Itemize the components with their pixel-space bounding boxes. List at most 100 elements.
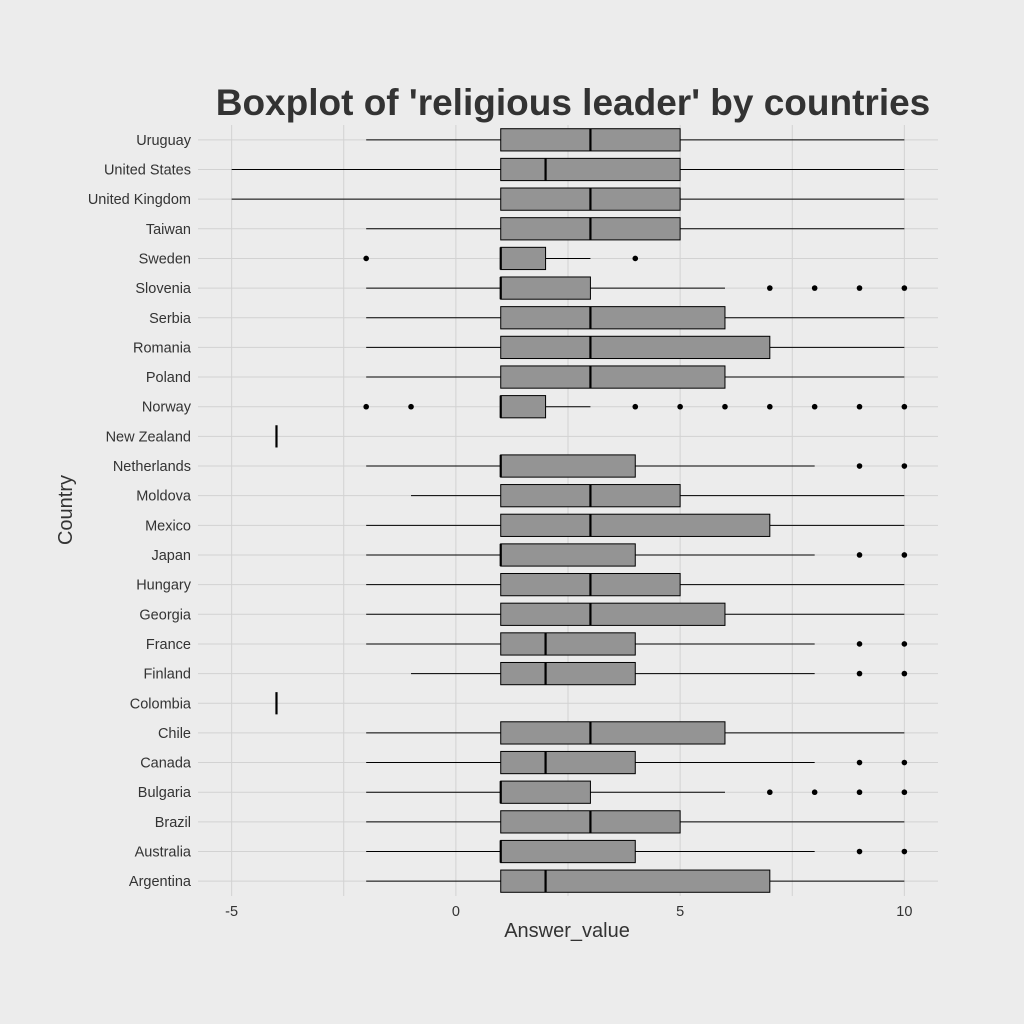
outlier-point: [632, 255, 639, 262]
outlier-point: [901, 670, 908, 677]
box-group: [366, 276, 908, 300]
y-tick-label: Bulgaria: [138, 785, 192, 801]
outlier-point: [363, 255, 369, 262]
outlier-point: [856, 789, 863, 796]
box-iqr: [500, 335, 771, 360]
box-group: [366, 128, 905, 152]
outlier-point: [901, 403, 908, 410]
outlier-point: [901, 759, 908, 766]
outlier-point: [856, 552, 863, 558]
outlier-point: [632, 403, 639, 410]
y-tick-label: Brazil: [155, 815, 191, 831]
outlier-point: [901, 641, 908, 647]
outlier-point: [901, 789, 908, 796]
box-iqr: [500, 721, 726, 745]
box-group: [231, 157, 905, 182]
box-iqr: [500, 869, 771, 893]
outlier-point: [408, 403, 414, 410]
box-group: [366, 335, 905, 360]
chart-title: Boxplot of 'religious leader' by countri…: [216, 82, 931, 123]
y-tick-label: Taiwan: [146, 222, 191, 238]
y-tick-label: Finland: [143, 667, 191, 683]
box-group: [366, 365, 905, 389]
boxes: [231, 128, 908, 893]
x-tick-label: 5: [676, 904, 684, 920]
gridlines: [198, 125, 938, 896]
box-group: [366, 721, 905, 745]
box-group: [366, 543, 908, 567]
outlier-point: [767, 789, 773, 796]
box-group: [411, 484, 905, 508]
box-group: [366, 602, 905, 626]
y-tick-label: Hungary: [136, 578, 192, 594]
box-group: [366, 573, 905, 597]
y-tick-label: Mexico: [145, 518, 191, 534]
box-iqr: [500, 602, 726, 626]
y-tick-label: Chile: [158, 726, 191, 742]
outlier-point: [856, 463, 863, 469]
box-group: [366, 513, 905, 537]
outlier-point: [901, 552, 908, 558]
outlier-point: [767, 403, 773, 410]
box-group: [366, 750, 908, 775]
x-tick-label: -5: [225, 904, 238, 920]
outlier-point: [901, 285, 908, 291]
y-tick-label: Uruguay: [136, 133, 192, 149]
y-axis-tick-labels: Uruguay United States United Kingdom Taiwan…: [88, 133, 192, 890]
box-iqr: [500, 513, 771, 537]
box-iqr: [500, 543, 636, 567]
box-group: [366, 217, 905, 241]
box-group: [363, 246, 639, 271]
y-tick-label: New Zealand: [106, 429, 191, 445]
outlier-point: [811, 403, 818, 410]
y-tick-label: United States: [104, 162, 191, 178]
y-tick-label: Colombia: [130, 696, 192, 712]
box-iqr: [500, 246, 547, 271]
box-iqr: [500, 632, 636, 656]
box-iqr: [500, 780, 591, 804]
y-tick-label: Moldova: [136, 489, 192, 505]
box-group: [363, 395, 908, 419]
x-axis-title: Answer_value: [504, 920, 630, 942]
box-iqr: [500, 454, 636, 478]
box-group: [366, 869, 905, 893]
y-tick-label: Japan: [151, 548, 191, 564]
x-tick-label: 10: [896, 904, 912, 920]
box-iqr: [500, 839, 636, 864]
outlier-point: [856, 759, 863, 766]
box-iqr: [500, 306, 726, 330]
y-tick-label: France: [146, 637, 191, 653]
box-iqr: [500, 395, 547, 419]
y-tick-label: Poland: [146, 370, 191, 386]
box-group: [366, 839, 908, 864]
x-axis-tick-labels: -5 0 5 10: [225, 904, 912, 920]
y-tick-label: Argentina: [129, 874, 192, 890]
y-tick-label: Slovenia: [135, 281, 192, 297]
box-group: [231, 187, 905, 211]
y-tick-label: Canada: [140, 756, 192, 772]
outlier-point: [856, 285, 863, 291]
outlier-point: [856, 670, 863, 677]
y-tick-label: United Kingdom: [88, 192, 191, 208]
outlier-point: [363, 403, 369, 410]
outlier-point: [811, 285, 818, 291]
y-tick-label: Netherlands: [113, 459, 191, 475]
outlier-point: [856, 641, 863, 647]
box-iqr: [500, 661, 636, 686]
outlier-point: [811, 789, 818, 796]
box-group: [366, 306, 905, 330]
box-group: [411, 661, 908, 686]
y-tick-label: Georgia: [139, 607, 192, 623]
outlier-point: [856, 403, 863, 410]
outlier-point: [901, 848, 908, 855]
y-axis-title: Country: [55, 475, 77, 545]
y-tick-label: Sweden: [139, 251, 191, 267]
outlier-point: [901, 463, 908, 469]
box-group: [366, 780, 908, 804]
plot-area: [198, 125, 938, 896]
outlier-point: [722, 403, 728, 410]
y-tick-label: Norway: [142, 400, 192, 416]
x-tick-label: 0: [452, 904, 460, 920]
y-tick-label: Australia: [135, 845, 192, 861]
